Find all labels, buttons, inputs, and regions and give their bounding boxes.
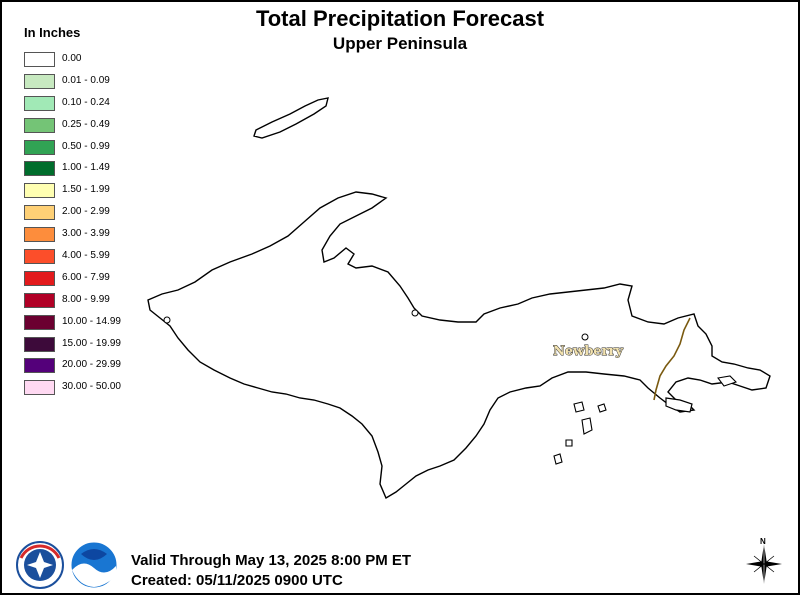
legend-swatch <box>24 358 55 374</box>
legend-label: 3.00 - 3.99 <box>62 228 110 240</box>
valid-through-text: Valid Through May 13, 2025 8:00 PM ET <box>131 552 412 569</box>
legend-title: In Inches <box>24 25 81 40</box>
legend-swatch <box>24 161 55 177</box>
legend-label: 1.00 - 1.49 <box>62 162 110 174</box>
drummond-island <box>665 397 693 413</box>
legend-swatch <box>24 205 55 221</box>
county-line <box>653 317 691 401</box>
station-marker <box>163 316 171 324</box>
legend-swatch <box>24 52 55 67</box>
legend-swatch <box>24 117 55 133</box>
legend-label: 0.10 - 0.24 <box>62 96 110 108</box>
created-text: Created: 05/11/2025 0900 UTC <box>131 572 343 589</box>
page-subtitle: Upper Peninsula <box>332 34 468 53</box>
legend-swatch <box>24 380 55 396</box>
legend-label: 10.00 - 14.99 <box>62 315 121 327</box>
legend-label: 8.00 - 9.99 <box>62 293 110 305</box>
legend-label: 20.00 - 29.99 <box>62 359 121 371</box>
legend-label: 0.01 - 0.09 <box>62 74 110 86</box>
legend-label: 0.00 <box>62 53 82 64</box>
legend-label: 2.00 - 2.99 <box>62 206 110 218</box>
legend-swatch <box>24 314 55 330</box>
legend-swatch <box>24 270 55 286</box>
legend-swatch <box>24 227 55 243</box>
legend-swatch <box>24 336 55 352</box>
legend-label: 0.50 - 0.99 <box>62 140 110 152</box>
noaa-logo <box>70 541 118 589</box>
legend-swatch <box>24 183 55 199</box>
nws-logo <box>16 541 64 589</box>
mainland-outline <box>147 191 771 500</box>
legend-label: 0.25 - 0.49 <box>62 118 110 130</box>
isle-royale <box>253 97 329 139</box>
legend-label: 6.00 - 7.99 <box>62 271 110 283</box>
legend-label: 15.00 - 19.99 <box>62 337 121 349</box>
legend-swatch <box>24 292 55 308</box>
north-arrow-icon <box>746 544 782 584</box>
north-label: N <box>760 537 766 546</box>
page-title: Total Precipitation Forecast <box>255 6 545 31</box>
legend-swatch <box>24 249 55 265</box>
legend-label: 4.00 - 5.99 <box>62 250 110 262</box>
legend-label: 30.00 - 50.00 <box>62 381 121 393</box>
station-marker <box>411 309 419 317</box>
small-islands <box>553 375 738 465</box>
legend-label: 1.50 - 1.99 <box>62 184 110 196</box>
station-marker <box>581 333 589 341</box>
legend-swatch <box>24 139 55 155</box>
city-label-newberry: Newberry <box>553 344 623 359</box>
legend-swatch <box>24 95 55 111</box>
legend-swatch <box>24 73 55 89</box>
